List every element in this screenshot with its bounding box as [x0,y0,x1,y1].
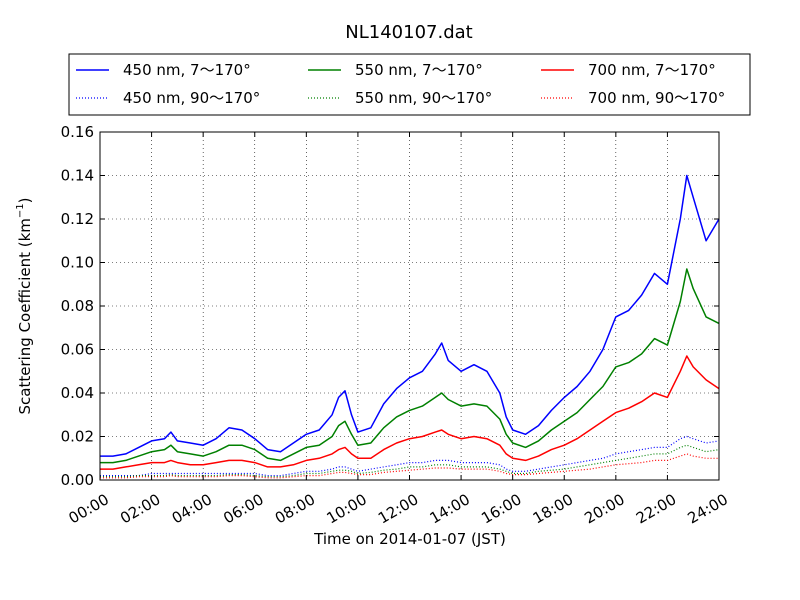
legend-label-1: 550 nm, 7～170° [355,61,483,79]
y-axis-label-close: ) [16,197,34,203]
legend: 450 nm, 7～170° 550 nm, 7～170° 700 nm, 7～17… [68,53,751,116]
y-axis-label-text: Scattering Coefficient (km [16,218,34,414]
y-tick-label: 0.10 [61,254,94,272]
legend-label-5: 700 nm, 90～170° [588,89,725,107]
x-tick-label: 12:00 [375,490,421,527]
x-tick-label: 16:00 [478,490,524,527]
x-tick-label: 20:00 [581,490,627,527]
y-tick-label: 0.06 [61,341,94,359]
legend-label-2: 700 nm, 7～170° [588,61,716,79]
x-tick-label: 06:00 [220,490,266,527]
y-tick-label: 0.04 [61,384,94,402]
series-line-2 [100,355,720,470]
series-line-4 [100,444,720,478]
series-line-1 [100,268,720,464]
y-tick-label: 0.12 [61,210,94,228]
legend-label-0: 450 nm, 7～170° [123,61,251,79]
ticks: 00:00 02:00 04:00 06:00 08:00 10:00 12:00 14:00… [61,123,731,527]
y-tick-label: 0.00 [61,471,94,489]
series-line-0 [100,174,720,457]
legend-label-3: 450 nm, 90～170° [123,89,260,107]
x-tick-label: 02:00 [117,490,163,527]
y-tick-label: 0.02 [61,428,94,446]
series-layer [100,174,720,479]
legend-label-4: 550 nm, 90～170° [355,89,492,107]
y-tick-label: 0.08 [61,297,94,315]
y-axis-label: Scattering Coefficient (km−1) [15,197,34,414]
grid [99,131,720,481]
chart-title: NL140107.dat [345,22,472,43]
x-tick-label: 22:00 [633,490,679,527]
x-tick-label: 18:00 [530,490,576,527]
y-tick-label: 0.14 [61,167,94,185]
y-tick-label: 0.16 [61,123,94,141]
x-tick-label: 10:00 [323,490,369,527]
x-tick-label: 04:00 [169,490,215,527]
x-tick-label: 14:00 [427,490,473,527]
y-axis-label-sup: −1 [15,203,26,218]
x-tick-label: 00:00 [66,490,112,527]
x-tick-label: 24:00 [685,490,731,527]
legend-box [68,53,751,116]
x-axis-label: Time on 2014-01-07 (JST) [313,530,506,548]
series-line-5 [100,453,719,479]
series-line-3 [100,435,720,477]
x-tick-label: 08:00 [272,490,318,527]
